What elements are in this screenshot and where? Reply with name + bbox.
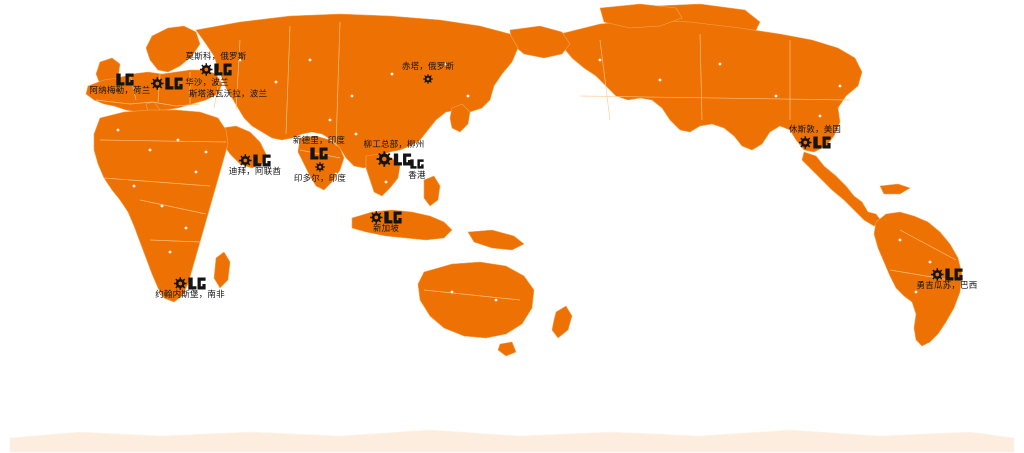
land-north-america (559, 19, 863, 153)
marker-glyphs (370, 210, 402, 224)
gear-icon (423, 74, 433, 84)
gear-icon (376, 151, 393, 167)
marker-glyphs (410, 157, 424, 171)
gear-icon (174, 276, 187, 290)
map-marker-indore[interactable]: 印多尔，印度 (294, 160, 346, 183)
gear-icon (151, 76, 164, 90)
location-label-johannesburg: 约翰内斯堡，南非 (155, 290, 225, 300)
location-label-hong-kong: 香港 (408, 171, 426, 181)
liugong-logo-icon (384, 211, 402, 223)
location-label-moscow: 莫斯科，俄罗斯 (185, 51, 247, 62)
city-dots-group (116, 58, 932, 302)
map-marker-warsaw[interactable]: 华沙，波兰 (151, 76, 229, 90)
marker-glyphs (931, 267, 963, 281)
gear-icon (239, 153, 252, 167)
location-label-almelo: 阿纳梅勒，荷兰 (89, 86, 151, 96)
marker-glyphs (315, 160, 325, 174)
marker-glyphs (200, 62, 232, 76)
map-marker-dubai[interactable]: 迪拜，阿联酋 (229, 153, 281, 176)
map-marker-new-delhi[interactable]: 新德里，印度 (293, 136, 345, 160)
liugong-logo-icon (393, 153, 412, 165)
land-new-guinea (467, 229, 525, 251)
liugong-logo-icon (214, 63, 232, 75)
liugong-logo-icon (813, 136, 831, 148)
map-marker-almelo[interactable]: 阿纳梅勒，荷兰 (90, 72, 150, 95)
location-label-dubai: 迪拜，阿联酋 (228, 167, 282, 177)
location-label-singapore: 新加坡 (372, 224, 400, 234)
land-south-america (873, 211, 963, 347)
gear-icon (931, 267, 944, 281)
location-label-indore: 印多尔，印度 (293, 174, 347, 184)
location-label-liuzhou-hq: 柳工总部，柳州 (363, 139, 425, 150)
marker-glyphs (423, 72, 433, 86)
liugong-logo-icon (188, 277, 206, 289)
land-caribbean (879, 183, 911, 195)
land-india (297, 135, 345, 191)
map-marker-hong-kong[interactable]: 香港 (408, 157, 425, 180)
land-japan (449, 103, 471, 133)
marker-glyphs (310, 146, 328, 160)
landmasses-group (9, 3, 1015, 453)
location-label-chita: 赤塔，俄罗斯 (401, 61, 455, 72)
land-tasmania (497, 341, 517, 357)
marker-glyphs (239, 153, 271, 167)
map-marker-liuzhou-hq[interactable]: 柳工总部，柳州 (364, 140, 424, 168)
marker-glyphs (799, 135, 831, 149)
gear-icon (315, 162, 325, 172)
gear-icon (370, 210, 383, 224)
marker-glyphs (151, 76, 183, 90)
land-philippines (423, 175, 441, 207)
marker-glyphs (376, 150, 412, 168)
land-scandinavia (145, 25, 201, 73)
liugong-logo-icon (253, 154, 271, 166)
map-marker-chita[interactable]: 赤塔，俄罗斯 (402, 62, 454, 86)
map-marker-houston[interactable]: 休斯敦，美国 (789, 125, 841, 149)
marker-glyphs (174, 276, 206, 290)
land-new-zealand (551, 305, 573, 339)
liugong-logo-icon (310, 147, 328, 159)
location-label-foz-do-iguacu: 勇吉瓜苏，巴西 (916, 281, 978, 291)
liugong-logo-icon (410, 159, 424, 169)
liugong-logo-icon (116, 73, 134, 85)
map-marker-johannesburg[interactable]: 约翰内斯堡，南非 (155, 276, 225, 299)
gear-icon (799, 135, 812, 149)
liugong-logo-icon (165, 77, 183, 89)
land-canadian-arctic (599, 3, 683, 29)
gear-icon (200, 62, 213, 76)
map-marker-foz-do-iguacu[interactable]: 勇吉瓜苏，巴西 (917, 267, 977, 290)
map-marker-singapore[interactable]: 新加坡 (370, 210, 402, 233)
land-antarctica (9, 429, 1015, 453)
liugong-logo-icon (945, 268, 963, 280)
map-marker-moscow[interactable]: 莫斯科，俄罗斯 (186, 52, 246, 76)
location-label-stalowa-wola: 斯塔洛瓦沃拉，波兰 (188, 89, 268, 100)
location-label-houston: 休斯敦，美国 (788, 124, 842, 135)
land-australia (417, 261, 535, 339)
land-madagascar (213, 251, 231, 289)
location-label-new-delhi: 新德里，印度 (292, 135, 346, 146)
marker-glyphs (116, 72, 134, 86)
location-label-warsaw: 华沙，波兰 (185, 78, 229, 88)
